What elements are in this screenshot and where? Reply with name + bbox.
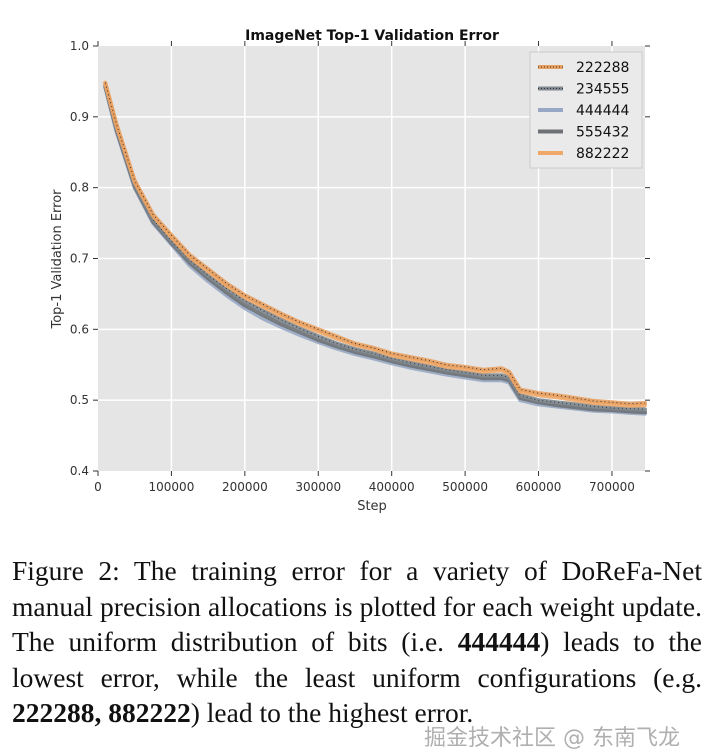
y-tick-label: 0.8 <box>70 181 89 195</box>
x-tick-label: 200000 <box>222 480 268 494</box>
caption-bold-uniform: 444444 <box>457 626 541 657</box>
x-axis: 0 100000 200000 300000 400000 500000 600000 700… <box>94 41 635 494</box>
x-tick-label: 100000 <box>149 480 195 494</box>
series-line-555432 <box>103 84 647 415</box>
y-tick-label: 1.0 <box>70 39 89 53</box>
x-tick-label: 400000 <box>369 480 415 494</box>
x-tick-label: 0 <box>94 480 102 494</box>
y-tick-label: 0.9 <box>70 110 89 124</box>
series-line-dots-222288 <box>104 82 646 405</box>
y-tick-label: 0.6 <box>70 322 89 336</box>
x-axis-label: Step <box>357 499 387 514</box>
caption-prefix: Figure 2: The training error for a varie… <box>12 555 702 657</box>
legend: 222288 234555 444444 555432 882222 <box>529 51 643 169</box>
chart-title: ImageNet Top-1 Validation Error <box>245 28 499 44</box>
y-tick-label: 0.7 <box>70 252 89 266</box>
legend-label: 222288 <box>576 60 629 76</box>
legend-label: 234555 <box>576 82 629 98</box>
figure-caption: Figure 2: The training error for a varie… <box>12 553 702 731</box>
chart: 0.4 0.5 0.6 0.7 0.8 0.9 1.0 0 100000 200000 30000… <box>50 28 650 514</box>
caption-bold-nonuniform: 222288, 882222 <box>12 697 191 728</box>
legend-label: 882222 <box>576 146 629 162</box>
legend-label: 555432 <box>576 125 629 141</box>
x-tick-label: 700000 <box>589 480 635 494</box>
series-lines <box>103 80 647 416</box>
caption-middle: ) leads to the lowest error, while the l… <box>12 626 702 693</box>
watermark: 掘金技术社区 @ 东南飞龙 <box>424 726 680 751</box>
x-tick-label: 600000 <box>516 480 562 494</box>
caption-suffix: ) lead to the highest error. <box>190 697 474 728</box>
y-axis: 0.4 0.5 0.6 0.7 0.8 0.9 1.0 <box>70 39 650 478</box>
x-tick-label: 500000 <box>442 480 488 494</box>
legend-label: 444444 <box>576 103 630 119</box>
x-tick-label: 300000 <box>295 480 341 494</box>
y-tick-label: 0.4 <box>70 464 89 478</box>
series-line-234555 <box>103 83 647 412</box>
y-tick-label: 0.5 <box>70 393 89 407</box>
y-axis-label: Top-1 Validation Error <box>50 189 65 330</box>
